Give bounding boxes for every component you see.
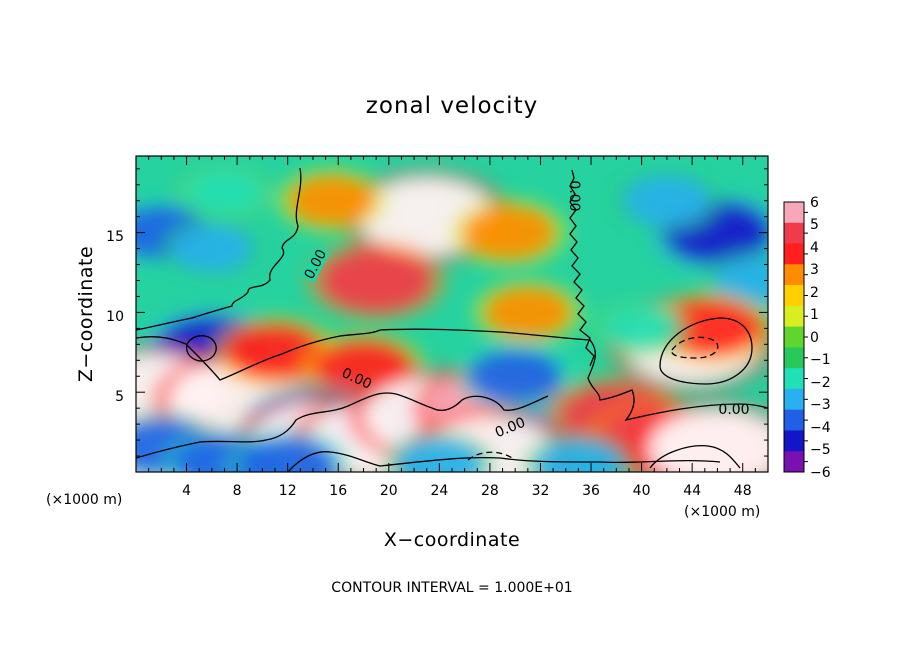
x-tick-label: 12 [279,483,297,499]
velocity-cell [170,224,253,273]
zero-contours [136,167,768,472]
colorbar-swatch [784,264,804,286]
colorbar [784,202,804,473]
velocity-cell [483,286,572,339]
x-tick-label: 8 [233,483,242,499]
colorbar-swatch [784,347,804,369]
contour-label-bg-1 [299,245,331,283]
colorbar-swatch [784,285,804,307]
zero-contour-lower [136,392,549,459]
colorbar-label: 6 [810,195,819,211]
x-tick-label: 20 [380,483,398,499]
velocity-cell [603,305,680,351]
velocity-cell [468,349,563,404]
y-tick-label: 5 [115,389,124,405]
colorbar-label: 1 [810,307,819,323]
colorbar-swatch [784,222,804,245]
colorbar-label: −2 [810,375,831,391]
colorbar-swatch [784,305,804,328]
y-tick-label: 15 [106,229,124,245]
x-tick-label: 48 [734,483,752,499]
x-unit-right: (×1000 m) [684,504,760,520]
velocity-cell [320,248,433,313]
contour-loop-left [185,335,217,362]
contour-loop-right [659,317,753,385]
x-unit-left: (×1000 m) [46,492,122,508]
velocity-cell [661,299,762,358]
velocity-cell [237,436,338,472]
colorbar-ticks [804,211,808,463]
zero-contour-vertical-wavy [569,169,595,367]
chart-title: zonal velocity [366,93,538,119]
velocity-cell [714,256,768,305]
axis-ticks [136,156,768,472]
contour-label-5: 0.00 [718,402,749,418]
x-tick-label: 24 [430,483,448,499]
dashed-contour-bottom [467,451,513,461]
colorbar-swatch [784,202,804,224]
colorbar-label: −5 [810,442,831,458]
velocity-cell [186,170,263,216]
y-tick-label: 10 [106,309,124,325]
colorbar-label: −1 [810,352,831,368]
velocity-cell [534,440,623,472]
velocity-cell [622,175,711,227]
x-tick-label: 44 [683,483,701,499]
x-tick-label: 4 [182,483,191,499]
velocity-cell [287,175,376,227]
y-axis-label: Z−coordinate [75,246,97,382]
velocity-cell [461,205,556,260]
contour-loop-bottom-right [649,445,741,469]
colorbar-label: 0 [810,330,819,346]
colorbar-label: 3 [810,262,819,278]
colorbar-swatch [784,326,804,348]
x-axis-label: X−coordinate [384,529,520,551]
colorbar-swatch [784,368,804,390]
zero-contour-upper-left [136,167,302,331]
zero-contour-bottom [287,451,721,472]
colorbar-label: 5 [810,217,819,233]
x-tick-label: 32 [532,483,550,499]
plot-area: 0.00 0.00 0.00 0.00 0.00 [136,156,768,472]
colorbar-swatch [784,243,804,265]
colorbar-label: 2 [810,285,819,301]
colorbar-swatch [784,451,804,473]
colorbar-swatch [784,409,804,431]
x-tick-label: 16 [329,483,347,499]
x-tick-label: 28 [481,483,499,499]
x-tick-label: 36 [582,483,600,499]
zero-contour-mid [136,328,768,422]
dashed-contour-right [671,336,719,359]
colorbar-swatch [784,388,804,411]
contour-interval-note: CONTOUR INTERVAL = 1.000E+01 [331,580,572,596]
x-tick-label: 40 [633,483,651,499]
contour-label-4: 0.00 [566,180,582,211]
colorbar-label: −3 [810,397,831,413]
velocity-cell [649,409,768,472]
velocity-cell [395,438,484,472]
colorbar-swatch [784,430,804,452]
colorbar-label: 4 [810,240,819,256]
colorbar-label: −4 [810,420,831,436]
colorbar-label: −6 [810,465,831,481]
velocity-field [136,164,768,472]
